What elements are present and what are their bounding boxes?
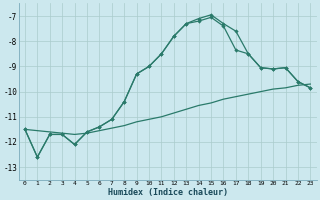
X-axis label: Humidex (Indice chaleur): Humidex (Indice chaleur) [108,188,228,197]
